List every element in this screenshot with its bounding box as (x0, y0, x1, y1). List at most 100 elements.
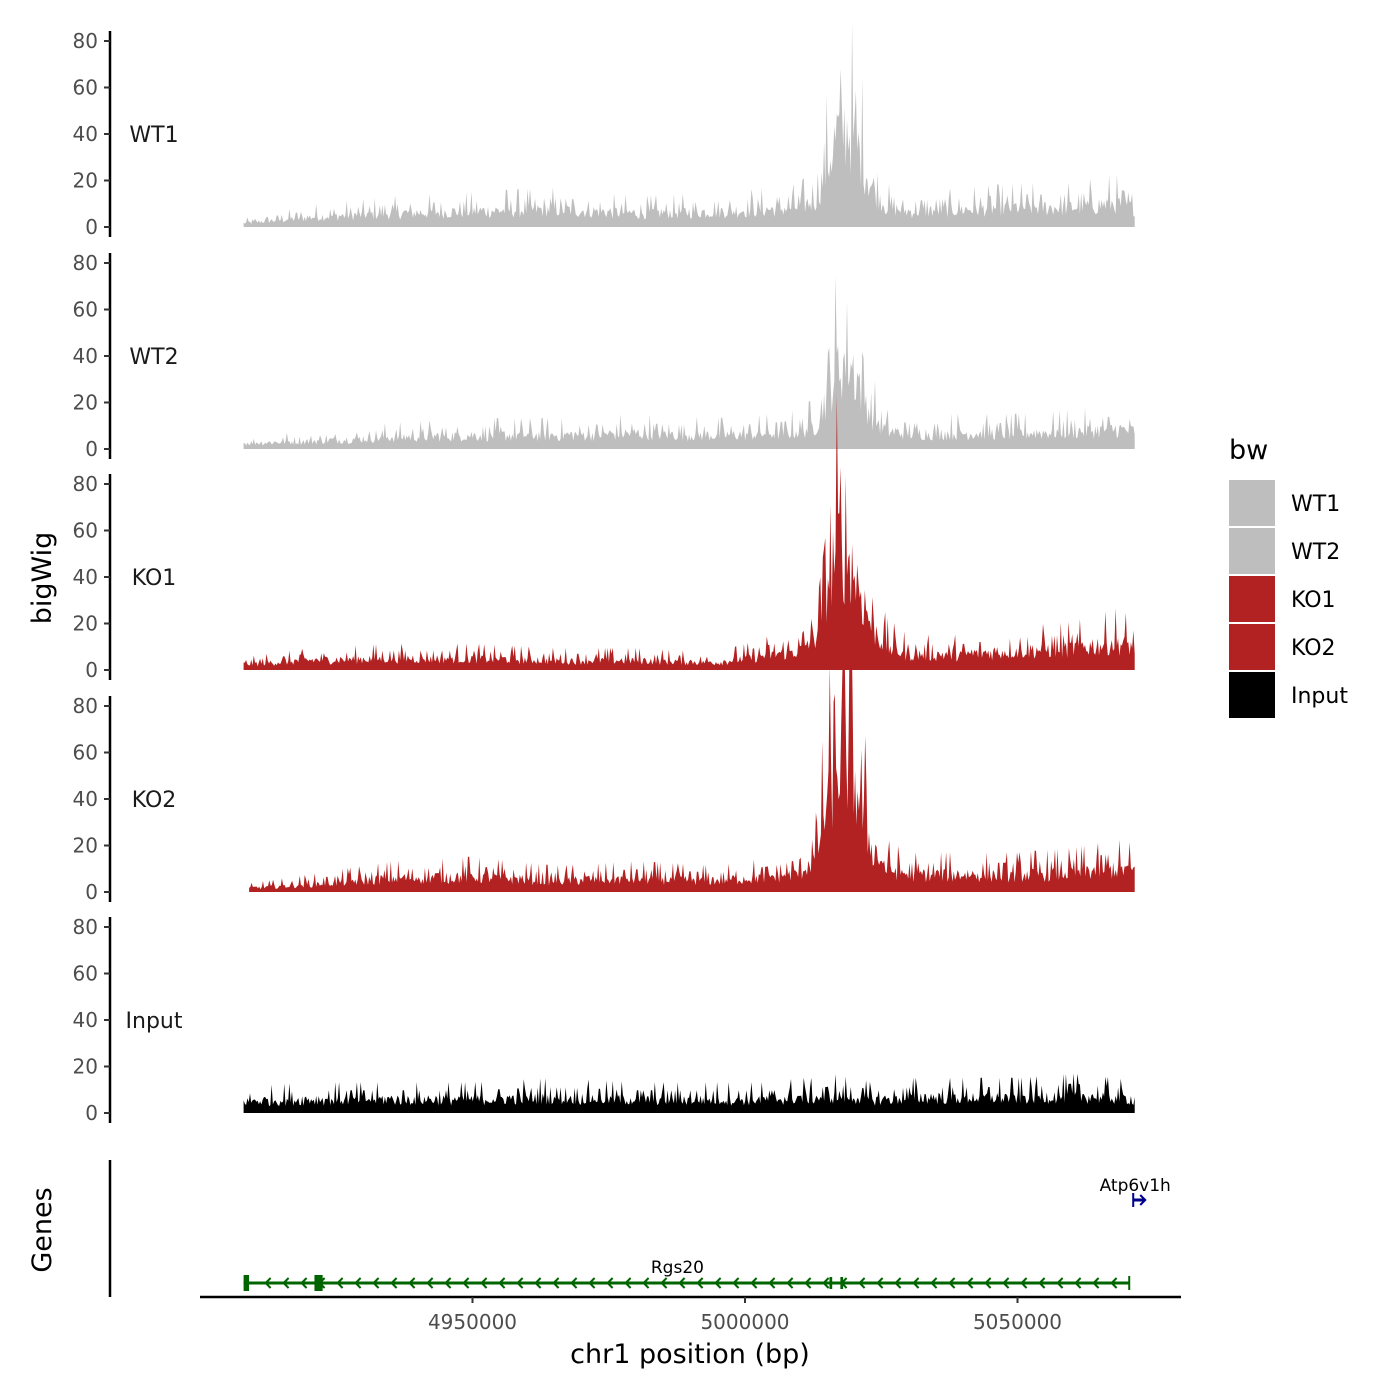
legend-label-ko2: KO2 (1291, 636, 1336, 661)
x-axis-title: chr1 position (bp) (570, 1339, 810, 1370)
y-tick-label: 80 (73, 472, 98, 496)
strand-arrow (696, 1277, 704, 1289)
exon (243, 1275, 250, 1291)
strand-arrow (876, 1277, 884, 1289)
legend-key-ko1 (1229, 576, 1275, 622)
strand-arrow (606, 1277, 614, 1289)
strand-arrow (516, 1277, 524, 1289)
gene-label: Rgs20 (651, 1258, 704, 1278)
track-label: Input (126, 1009, 183, 1034)
strand-arrow (534, 1277, 542, 1289)
y-tick-label: 0 (85, 658, 98, 682)
strand-arrow (336, 1277, 344, 1289)
strand-arrow (624, 1277, 632, 1289)
strand-arrow (804, 1277, 812, 1289)
y-tick-label: 40 (73, 787, 98, 811)
legend-label-wt2: WT2 (1291, 540, 1340, 565)
y-tick-label: 60 (73, 519, 98, 543)
y-tick-label: 60 (73, 76, 98, 100)
legend-label-input: Input (1291, 684, 1348, 709)
strand-arrow (714, 1277, 722, 1289)
strand-arrow (930, 1277, 938, 1289)
x-axis: 4950000 5000000 5050000 (200, 1295, 1181, 1334)
strand-arrow (732, 1277, 740, 1289)
strand-arrow (264, 1277, 272, 1289)
strand-arrow (966, 1277, 974, 1289)
y-tick-label: 20 (73, 169, 98, 193)
y-tick-label: 80 (73, 915, 98, 939)
legend: bw WT1 WT2 KO1 KO2 Input (1229, 435, 1348, 718)
track-wt2: 0 20 40 60 80 WT2 (73, 251, 1135, 461)
track-label: WT1 (129, 123, 178, 148)
strand-arrow (390, 1277, 398, 1289)
genes-layer: Rgs20 Atp6v1h (108, 1160, 1171, 1297)
strand-arrow (1002, 1277, 1010, 1289)
legend-label-wt1: WT1 (1291, 492, 1340, 517)
strand-arrow (768, 1277, 776, 1289)
strand-arrow (426, 1277, 434, 1289)
y-tick-label: 20 (73, 391, 98, 415)
strand-arrow (642, 1277, 650, 1289)
x-tick-label: 4950000 (428, 1310, 517, 1334)
gene-atp6v1h: Atp6v1h (1100, 1176, 1171, 1207)
y-tick-label: 40 (73, 565, 98, 589)
strand-arrow (984, 1277, 992, 1289)
strand-arrow (1038, 1277, 1046, 1289)
strand-arrow (588, 1277, 596, 1289)
exon (829, 1277, 833, 1289)
strand-arrow (480, 1277, 488, 1289)
strand-arrow (840, 1277, 848, 1289)
legend-key-wt1 (1229, 480, 1275, 526)
legend-title: bw (1229, 435, 1268, 466)
strand-arrow (894, 1277, 902, 1289)
genes-axis-title: Genes (27, 1187, 58, 1272)
strand-arrow (318, 1277, 326, 1289)
y-tick-label: 0 (85, 215, 98, 239)
tracks-layer: 0 20 40 60 80 WT1 0 20 40 60 80 WT2 0 20 40 60 80 KO1 0 20 4… (73, 23, 1135, 1125)
y-tick-label: 60 (73, 298, 98, 322)
coverage-area (243, 23, 1135, 227)
strand-arrow (858, 1277, 866, 1289)
y-tick-label: 80 (73, 694, 98, 718)
y-tick-label: 0 (85, 1101, 98, 1125)
y-tick-label: 60 (73, 962, 98, 986)
strand-arrow (750, 1277, 758, 1289)
strand-arrow (912, 1277, 920, 1289)
y-tick-label: 20 (73, 834, 98, 858)
track-input: 0 20 40 60 80 Input (73, 915, 1135, 1125)
y-tick-label: 60 (73, 741, 98, 765)
strand-arrow (1074, 1277, 1082, 1289)
y-tick-label: 80 (73, 29, 98, 53)
track-label: WT2 (129, 345, 178, 370)
gene-rgs20: Rgs20 (243, 1258, 1131, 1291)
y-tick-label: 20 (73, 612, 98, 636)
y-tick-label: 40 (73, 344, 98, 368)
coverage-area (243, 275, 1135, 449)
strand-arrow (1110, 1277, 1118, 1289)
legend-key-input (1229, 672, 1275, 718)
legend-key-wt2 (1229, 528, 1275, 574)
legend-key-ko2 (1229, 624, 1275, 670)
strand-arrow (462, 1277, 470, 1289)
strand-arrow (408, 1277, 416, 1289)
track-label: KO2 (132, 788, 177, 813)
strand-arrow (570, 1277, 578, 1289)
strand-arrow (678, 1277, 686, 1289)
strand-arrow (786, 1277, 794, 1289)
y-tick-label: 0 (85, 880, 98, 904)
legend-label-ko1: KO1 (1291, 588, 1336, 613)
track-ko2: 0 20 40 60 80 KO2 (73, 590, 1135, 904)
strand-arrow (660, 1277, 668, 1289)
y-tick-label: 20 (73, 1055, 98, 1079)
x-tick-label: 5050000 (973, 1310, 1062, 1334)
y-tick-label: 40 (73, 122, 98, 146)
track-wt1: 0 20 40 60 80 WT1 (73, 23, 1135, 239)
strand-arrow (498, 1277, 506, 1289)
strand-arrow (1139, 1194, 1147, 1206)
coverage-area (249, 590, 1135, 892)
strand-arrow (822, 1277, 830, 1289)
strand-arrow (354, 1277, 362, 1289)
y-tick-label: 40 (73, 1008, 98, 1032)
